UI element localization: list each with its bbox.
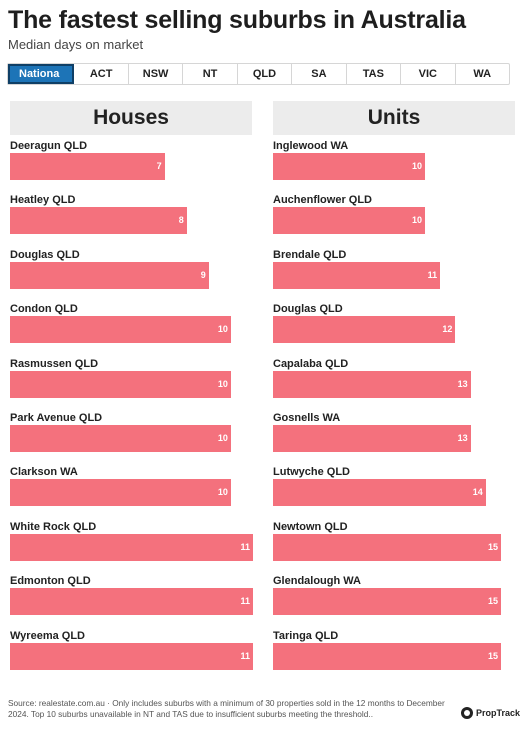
proptrack-logo-icon xyxy=(461,707,473,719)
tab-wa[interactable]: WA xyxy=(473,68,492,80)
units-bar: 10 xyxy=(273,207,425,235)
units-category-label: Capalaba QLD xyxy=(273,357,349,370)
units-bar-value: 13 xyxy=(457,433,468,443)
units-category-label: Auchenflower QLD xyxy=(273,194,373,207)
houses-bar-value: 10 xyxy=(217,487,228,498)
houses-bar: 11 xyxy=(10,533,253,561)
units-category-label: Lutwyche QLD xyxy=(273,466,351,479)
houses-panel-title: Houses xyxy=(10,101,252,135)
units-category-label: Douglas QLD xyxy=(273,303,343,316)
units-bar-value: 15 xyxy=(487,541,498,552)
units-bar-value: 10 xyxy=(411,215,422,226)
tab-vic[interactable]: VIC xyxy=(401,64,456,84)
units-category-label: Brendale QLD xyxy=(273,248,347,261)
houses-category-label: Condon QLD xyxy=(10,303,78,316)
tab-nt[interactable]: NT xyxy=(183,64,238,84)
units-bar-value: 15 xyxy=(487,650,498,661)
units-bar-value: 13 xyxy=(457,378,468,389)
units-bar: 12 xyxy=(273,316,456,344)
houses-bar: 7 xyxy=(10,153,165,180)
chart-subtitle: Median days on market xyxy=(8,37,144,52)
tab-nsw[interactable]: NSW xyxy=(129,64,184,84)
houses-bar-value: 11 xyxy=(240,650,250,661)
units-panel-title: Units xyxy=(273,101,515,135)
houses-bar: 11 xyxy=(10,588,253,616)
houses-bar-value: 11 xyxy=(240,541,250,552)
houses-bar: 9 xyxy=(10,261,209,289)
units-bar: 13 xyxy=(273,370,471,398)
houses-bar-value: 8 xyxy=(178,215,184,226)
proptrack-logo-text: PropTrack xyxy=(476,708,521,718)
houses-category-label: White Rock QLD xyxy=(10,520,97,533)
houses-category-label: Heatley QLD xyxy=(10,194,76,207)
houses-bar-value: 9 xyxy=(200,269,206,280)
units-bar: 15 xyxy=(273,642,501,670)
units-category-label: Newtown QLD xyxy=(273,520,348,533)
houses-category-label: Wyreema QLD xyxy=(10,629,85,642)
houses-bar: 10 xyxy=(10,479,231,507)
units-category-label: Glendalough WA xyxy=(273,575,361,588)
units-bar: 13 xyxy=(273,425,471,452)
houses-bar: 11 xyxy=(10,642,253,670)
chart-title: The fastest selling suburbs in Australia xyxy=(8,6,466,34)
houses-category-label: Deeragun QLD xyxy=(10,140,88,152)
houses-category-label: Edmonton QLD xyxy=(10,575,91,588)
units-bar-value: 11 xyxy=(427,269,438,280)
houses-bar: 8 xyxy=(10,207,187,235)
units-bar: 10 xyxy=(273,153,425,180)
houses-category-label: Douglas QLD xyxy=(10,248,80,261)
units-bar: 15 xyxy=(273,588,501,616)
tab-nationa[interactable]: Nationa xyxy=(8,64,75,84)
source-note: Source: realestate.com.au · Only include… xyxy=(8,698,445,719)
units-bar: 11 xyxy=(273,261,441,289)
houses-category-label: Rasmussen QLD xyxy=(10,357,99,370)
units-bar-value: 10 xyxy=(411,161,422,171)
region-tabs: Nationa ACT NSW NT QLD SA TAS VIC WA xyxy=(7,63,510,85)
units-bar-value: 15 xyxy=(487,596,498,607)
tab-qld[interactable]: QLD xyxy=(238,64,293,84)
houses-bar: 10 xyxy=(10,370,231,398)
proptrack-logo: PropTrack xyxy=(461,707,520,719)
houses-bar-value: 10 xyxy=(217,324,228,335)
units-category-label: Inglewood WA xyxy=(273,140,349,152)
units-bar: 15 xyxy=(273,533,501,561)
houses-bar: 10 xyxy=(10,425,231,452)
tab-act[interactable]: ACT xyxy=(74,64,129,84)
tab-sa[interactable]: SA xyxy=(292,64,347,84)
houses-bar-value: 10 xyxy=(217,433,228,443)
houses-bar-value: 7 xyxy=(156,161,162,171)
houses-bar-value: 11 xyxy=(240,596,250,607)
units-bar: 14 xyxy=(273,479,486,507)
units-category-label: Taringa QLD xyxy=(273,629,339,642)
houses-bar-value: 10 xyxy=(217,378,228,389)
tab-tas[interactable]: TAS xyxy=(347,64,402,84)
houses-category-label: Clarkson WA xyxy=(10,466,78,479)
units-category-label: Gosnells WA xyxy=(273,412,341,424)
houses-category-label: Park Avenue QLD xyxy=(10,412,103,424)
units-bar-value: 12 xyxy=(442,324,453,335)
units-bar-value: 14 xyxy=(472,487,483,498)
houses-bar: 10 xyxy=(10,316,231,344)
